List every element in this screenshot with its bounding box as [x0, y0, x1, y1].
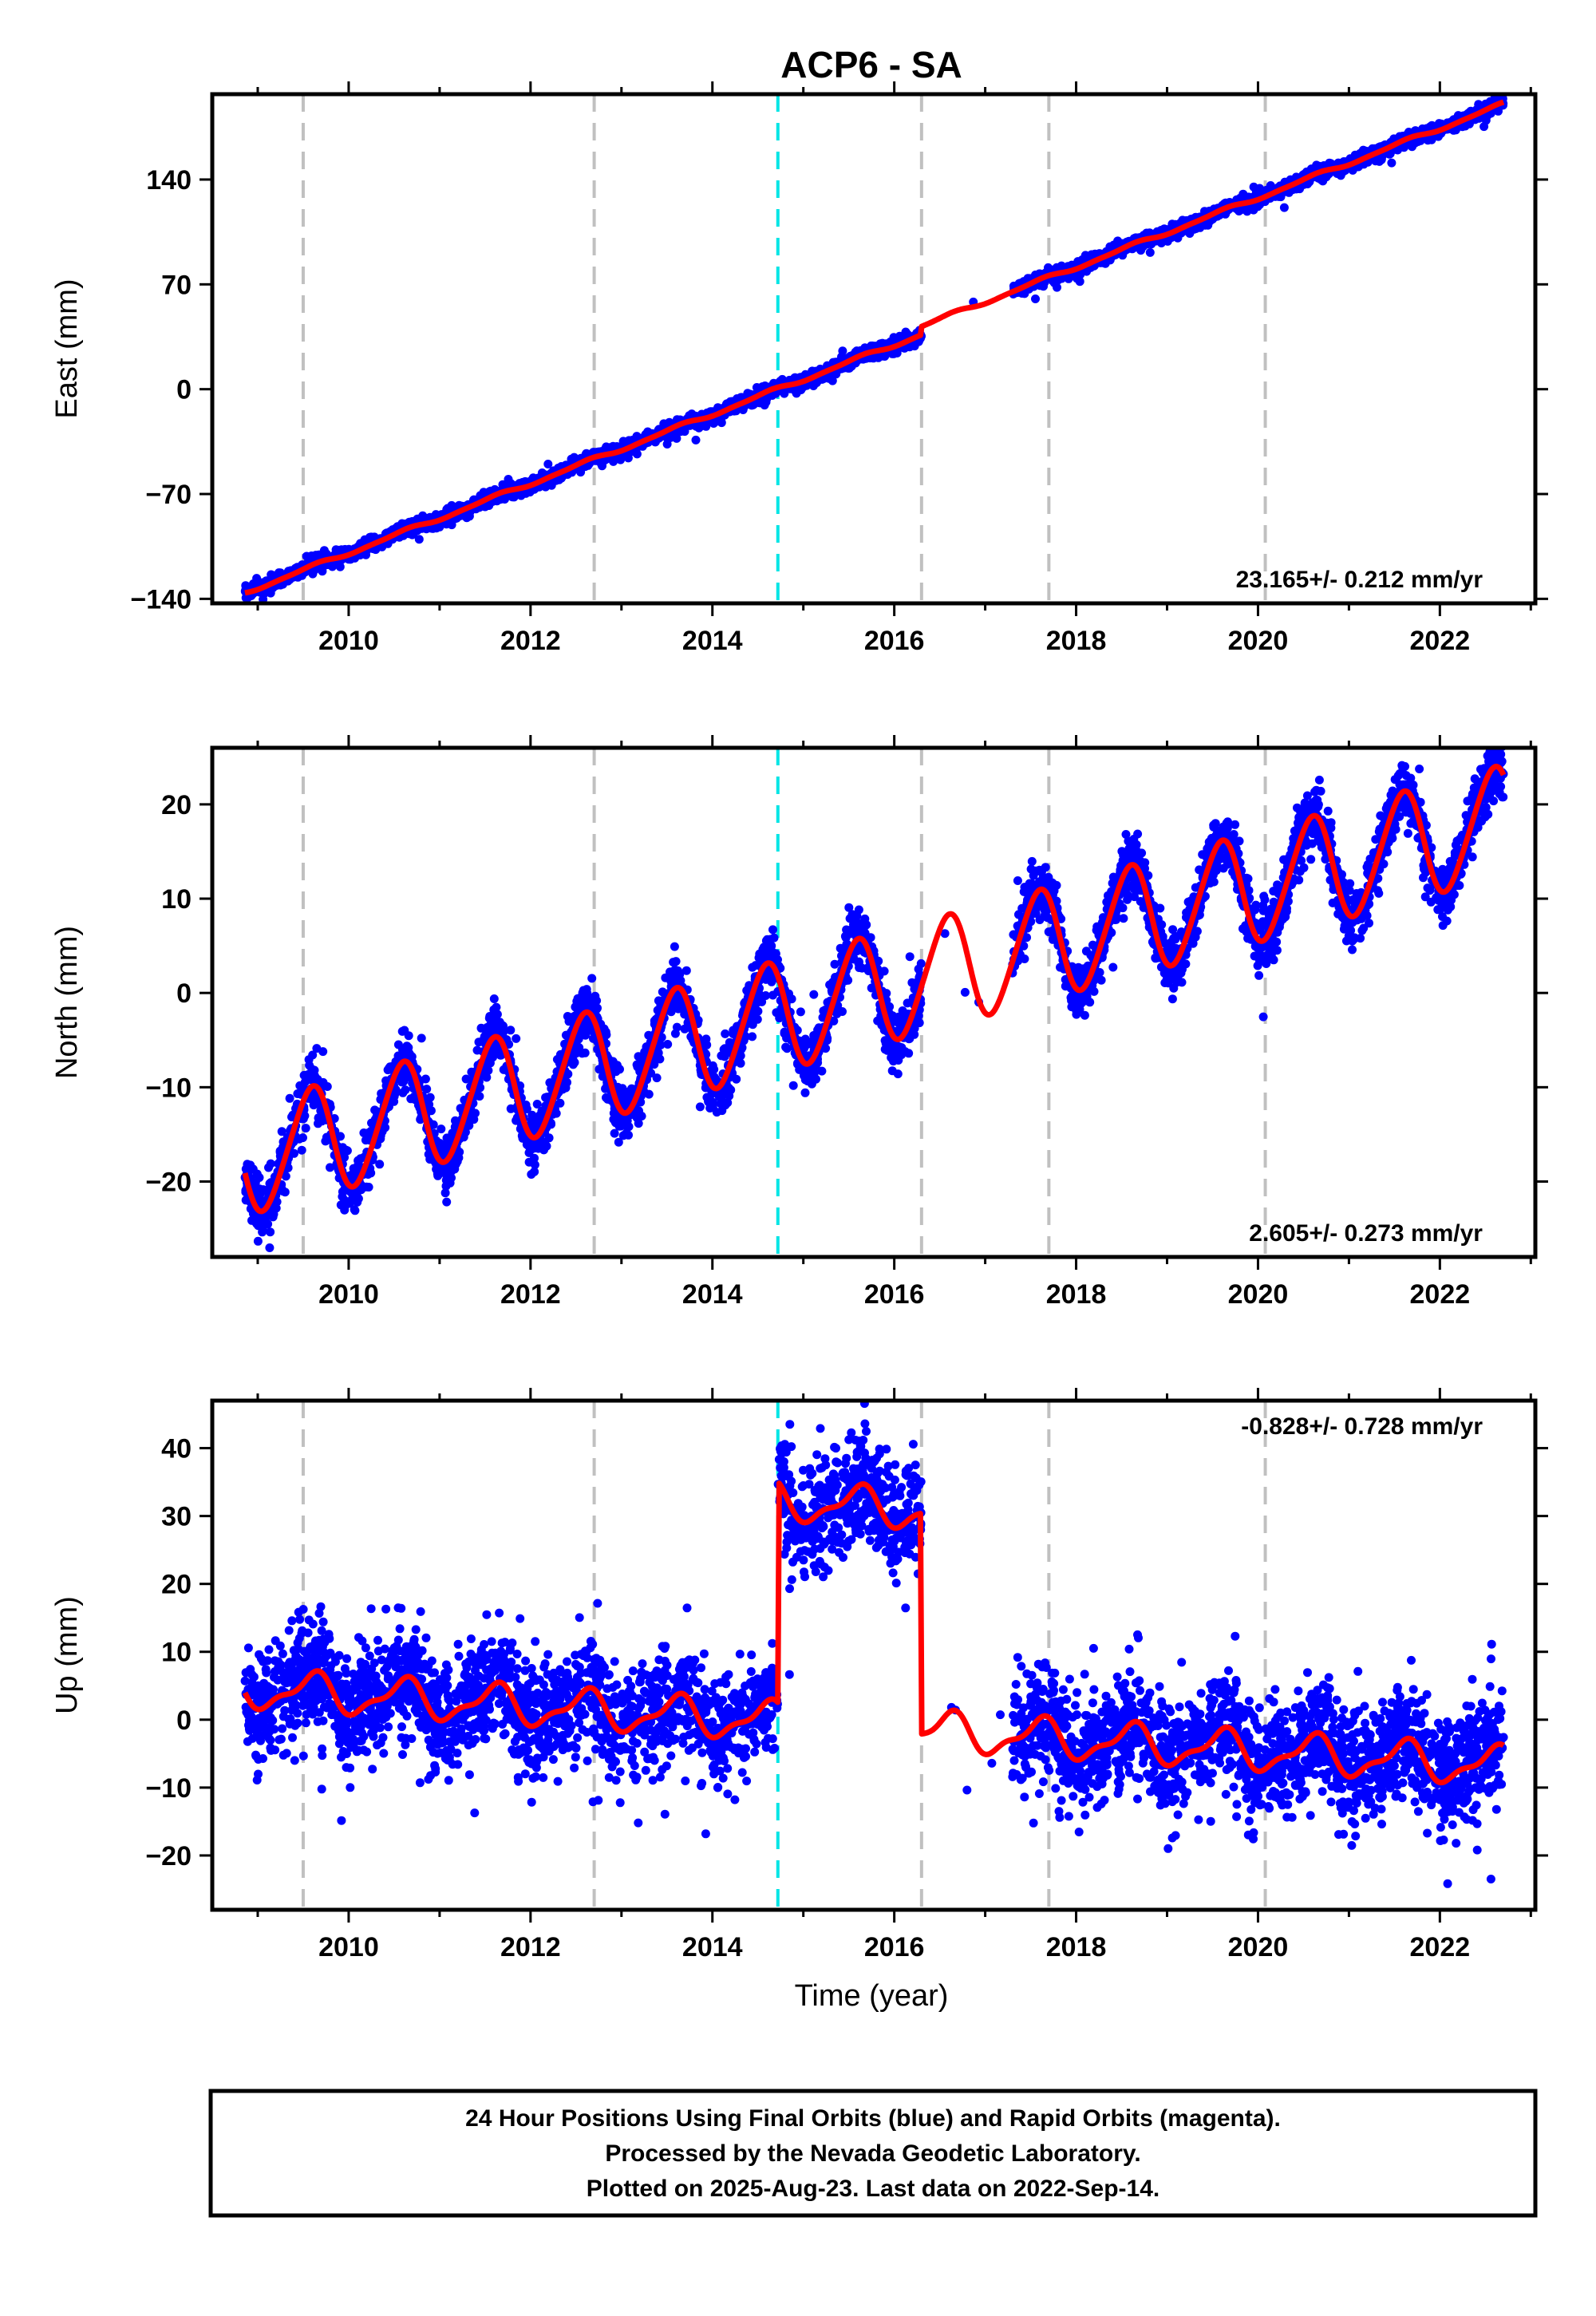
east-panel: 2010 2012 2014 2016 2018 2020 2022 −140 −70 0 70 14…	[50, 81, 1548, 656]
data-point	[265, 1243, 275, 1252]
data-point	[1403, 828, 1412, 838]
x-tick-label: 2016	[864, 626, 925, 656]
y-tick-label: 0	[176, 375, 192, 405]
x-tick-label: 2012	[500, 626, 561, 656]
chart-title: ACP6 - SA	[780, 44, 962, 85]
data-point	[662, 440, 672, 449]
y-tick-label: −140	[130, 584, 192, 615]
data-point	[1387, 158, 1396, 168]
data-point	[1073, 274, 1081, 283]
data-point	[838, 346, 847, 356]
data-point	[318, 567, 327, 576]
data-point	[308, 569, 318, 579]
data-points	[240, 748, 1508, 1252]
data-point	[602, 442, 611, 452]
data-point	[414, 535, 424, 544]
x-tick-label: 2022	[1410, 626, 1471, 656]
x-tick-label: 2018	[1046, 626, 1107, 656]
x-tick-label: 2020	[1228, 626, 1289, 656]
north-panel: 2010 2012 2014 2016 2018 2020 2022−20−1001020N…	[50, 735, 1548, 1310]
data-point	[1279, 203, 1289, 212]
data-point	[1145, 247, 1155, 257]
data-point	[1255, 184, 1264, 193]
data-point	[701, 421, 711, 431]
velocity-rate-label: 23.165+/- 0.212 mm/yr	[1236, 567, 1483, 593]
data-point	[1167, 994, 1177, 1004]
data-points	[240, 94, 1508, 603]
data-point	[828, 376, 837, 385]
data-point	[1254, 970, 1264, 980]
data-point	[1105, 242, 1115, 251]
y-tick-label: 70	[161, 270, 192, 300]
y-axis-label: East (mm)	[50, 279, 84, 418]
data-point	[543, 460, 553, 468]
y-tick-label: −70	[145, 480, 192, 510]
y-tick-label: 140	[146, 165, 192, 196]
data-point	[800, 1088, 810, 1097]
data-point	[317, 550, 326, 559]
data-point	[1031, 294, 1040, 303]
x-tick-label: 2010	[318, 626, 379, 656]
data-point	[691, 435, 701, 445]
x-tick-label: 2014	[682, 626, 743, 656]
data-point	[1053, 275, 1063, 285]
